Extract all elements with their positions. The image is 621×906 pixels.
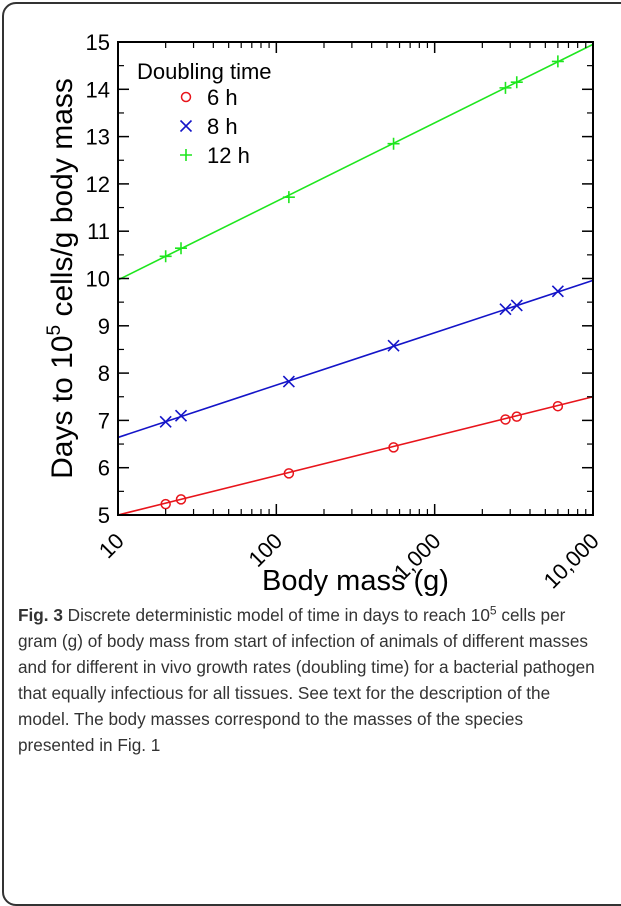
caption-superscript: 5 <box>489 603 497 618</box>
data-point <box>159 415 172 428</box>
y-axis-label: Days to 105 cells/g body mass <box>44 78 79 479</box>
series-line <box>117 43 594 281</box>
data-point <box>387 339 400 352</box>
data-point <box>511 411 523 422</box>
series-8-h <box>117 279 594 439</box>
data-point <box>551 55 564 68</box>
y-tick-label: 8 <box>98 361 110 386</box>
y-tick-label: 6 <box>98 456 110 481</box>
y-axis-label-suffix: cells/g body mass <box>46 78 79 325</box>
y-tick-label: 7 <box>98 408 110 433</box>
legend-marker <box>180 91 192 103</box>
y-tick-label: 10 <box>86 267 110 292</box>
y-axis-label-superscript: 5 <box>44 325 65 336</box>
y-axis-label-prefix: Days to 10 <box>46 335 79 478</box>
legend-label: 8 h <box>207 114 238 139</box>
data-point <box>510 299 523 312</box>
y-tick-label: 5 <box>98 503 110 528</box>
plot-area <box>117 41 594 516</box>
data-point <box>159 250 172 263</box>
y-tick-label: 14 <box>86 77 110 102</box>
legend-label: 6 h <box>207 85 238 110</box>
x-tick-label: 10 <box>94 528 129 563</box>
data-point <box>174 409 188 422</box>
series-6-h <box>117 395 594 516</box>
x-axis-label: Body mass (g) <box>262 565 449 597</box>
data-point <box>282 375 295 388</box>
legend-title: Doubling time <box>137 59 272 84</box>
figure-label: Fig. 3 <box>18 605 63 625</box>
data-point <box>500 414 511 425</box>
series-12-h <box>117 43 594 281</box>
data-point <box>551 285 564 298</box>
data-point <box>175 242 188 255</box>
data-point <box>160 498 171 510</box>
figure-caption: Fig. 3 Discrete deterministic model of t… <box>18 602 603 758</box>
x-tick-label: 10,000 <box>539 528 604 593</box>
data-point <box>510 76 523 89</box>
y-tick-label: 11 <box>87 219 110 244</box>
caption-text-2: cells per gram (g) of body mass from sta… <box>18 605 595 755</box>
data-point <box>387 137 400 150</box>
data-point <box>282 191 295 204</box>
data-point <box>283 468 295 479</box>
data-point <box>388 442 399 453</box>
legend-label: 12 h <box>207 143 250 168</box>
data-point <box>175 494 187 505</box>
data-point <box>552 400 564 412</box>
y-tick-label: 12 <box>86 172 110 197</box>
plot-marks <box>117 43 594 516</box>
data-point <box>499 81 512 94</box>
caption-text-1: Discrete deterministic model of time in … <box>62 605 490 625</box>
y-tick-label: 15 <box>86 30 110 55</box>
series-line <box>117 395 594 516</box>
data-point <box>499 303 512 316</box>
series-line <box>117 279 594 439</box>
y-tick-label: 13 <box>86 125 110 150</box>
legend-marker <box>180 149 192 161</box>
legend-marker <box>179 119 193 133</box>
y-tick-label: 9 <box>98 314 110 339</box>
